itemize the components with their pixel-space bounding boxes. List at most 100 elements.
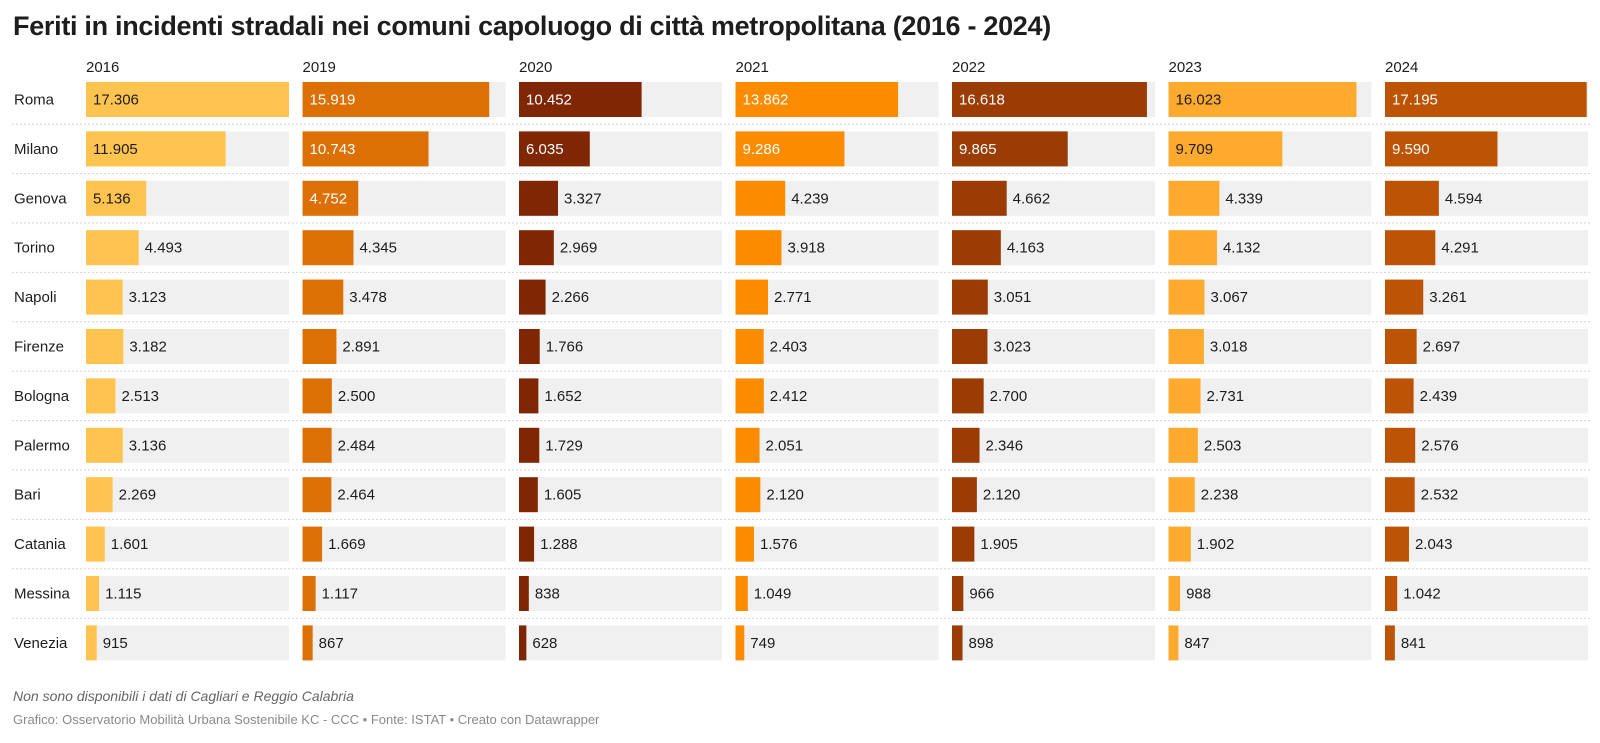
bar-background (1168, 625, 1372, 661)
bar (1385, 576, 1398, 611)
bar (952, 131, 1068, 167)
bar (1168, 526, 1191, 562)
data-label: 3.067 (1210, 289, 1248, 306)
bar (519, 329, 540, 364)
bar-background (302, 378, 506, 414)
bar (735, 230, 782, 266)
data-label: 2.969 (560, 240, 598, 257)
bar-background (302, 576, 506, 611)
row-label: Genova (14, 190, 67, 207)
data-label: 11.905 (93, 141, 138, 158)
bar (302, 427, 332, 463)
bar-background (1385, 576, 1588, 611)
bar (519, 526, 535, 562)
data-label: 2.700 (990, 388, 1028, 405)
data-label: 2.403 (770, 339, 808, 356)
chart-title: Feriti in incidenti stradali nei comuni … (13, 11, 1051, 41)
bar (952, 526, 975, 562)
data-label: 2.503 (1204, 437, 1242, 454)
bar-background (1385, 378, 1588, 414)
bar-background (1168, 427, 1372, 463)
bar-background (1385, 477, 1588, 513)
data-label: 3.918 (787, 240, 825, 257)
data-label: 2.266 (552, 289, 590, 306)
bar (952, 230, 1001, 266)
bar (952, 427, 980, 463)
data-label: 2.891 (342, 339, 380, 356)
bar (519, 131, 590, 167)
row-label: Catania (14, 536, 66, 553)
bar (302, 131, 429, 167)
data-label: 898 (969, 635, 994, 652)
data-label: 3.023 (993, 339, 1031, 356)
row-label: Venezia (14, 635, 68, 652)
data-label: 1.042 (1403, 586, 1441, 603)
column-header: 2020 (519, 59, 552, 76)
bar-background (735, 526, 939, 562)
bar (86, 131, 226, 167)
bar (519, 477, 538, 513)
bar (1385, 526, 1409, 562)
data-label: 10.743 (310, 141, 356, 158)
data-label: 1.766 (546, 339, 584, 356)
bar (86, 378, 116, 414)
bar-background (735, 477, 939, 513)
bar (1385, 477, 1415, 513)
bar (735, 82, 899, 117)
column-header: 2023 (1169, 59, 1202, 76)
data-label: 3.018 (1210, 339, 1248, 356)
data-label: 2.697 (1423, 339, 1461, 356)
data-label: 2.532 (1421, 487, 1459, 504)
bar (952, 180, 1007, 216)
data-label: 2.120 (766, 487, 804, 504)
bar-background (952, 625, 1155, 661)
bar-background (952, 576, 1155, 611)
bar (1385, 180, 1439, 216)
data-label: 16.023 (1176, 92, 1222, 109)
data-label: 2.771 (774, 289, 812, 306)
bar (735, 279, 769, 315)
data-label: 10.452 (526, 92, 572, 109)
bar-background (302, 477, 506, 513)
bar (302, 477, 332, 513)
data-label: 1.729 (545, 437, 583, 454)
bar (86, 526, 105, 562)
data-label: 966 (969, 586, 994, 603)
data-label: 1.669 (328, 536, 366, 553)
bar (1385, 378, 1414, 414)
row-label: Palermo (14, 437, 70, 454)
bar-background (1385, 625, 1588, 661)
data-label: 9.286 (743, 141, 781, 158)
bar-background (735, 279, 939, 315)
bar (1168, 180, 1220, 216)
bar-background (952, 526, 1155, 562)
data-label: 4.662 (1013, 190, 1051, 207)
bar-background (86, 526, 289, 562)
row-label: Torino (14, 240, 55, 257)
bar-background (302, 526, 506, 562)
data-label: 4.752 (310, 190, 348, 207)
data-label: 841 (1401, 635, 1426, 652)
data-label: 2.576 (1421, 437, 1459, 454)
data-label: 1.288 (540, 536, 578, 553)
data-label: 1.601 (111, 536, 149, 553)
data-label: 2.731 (1207, 388, 1245, 405)
bar (735, 378, 764, 414)
data-label: 1.576 (760, 536, 798, 553)
bar-background (1385, 329, 1588, 364)
data-label: 4.163 (1007, 240, 1045, 257)
row-label: Milano (14, 141, 58, 158)
bar (952, 477, 977, 513)
bar (519, 82, 642, 117)
bar-background (735, 378, 939, 414)
bar (735, 526, 754, 562)
data-label: 4.594 (1445, 190, 1483, 207)
bar-background (1168, 526, 1372, 562)
data-label: 847 (1184, 635, 1209, 652)
data-label: 9.590 (1392, 141, 1430, 158)
bar-background (1385, 526, 1588, 562)
row-label: Firenze (14, 339, 64, 356)
bar (86, 329, 124, 364)
data-label: 3.051 (994, 289, 1032, 306)
